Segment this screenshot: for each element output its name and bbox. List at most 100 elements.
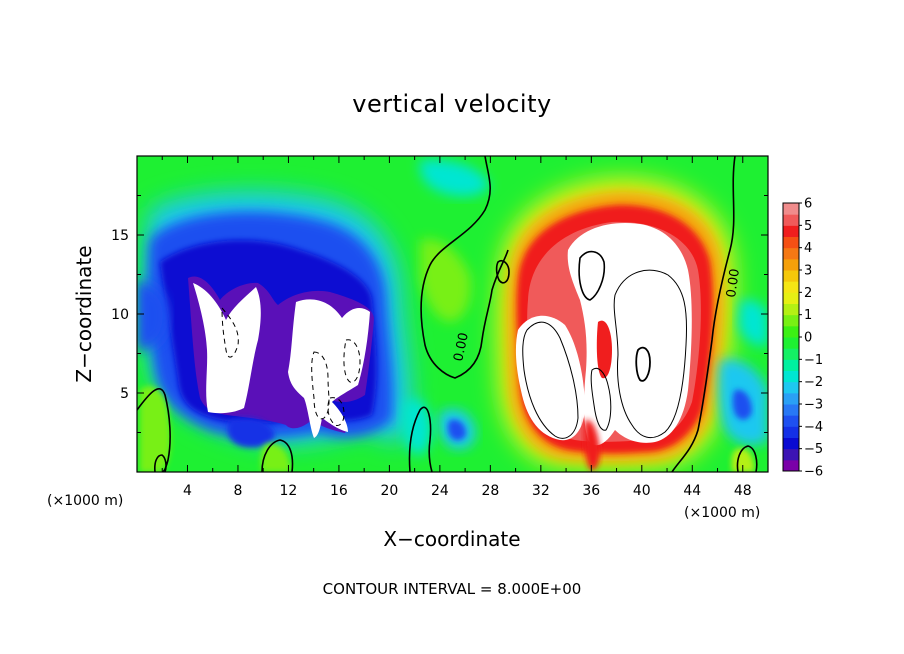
contour-label-center: 0.00 bbox=[451, 331, 472, 362]
contour-negative-dashed-2 bbox=[311, 351, 330, 420]
colorbar-label: 2 bbox=[804, 286, 812, 301]
chart-title: vertical velocity bbox=[352, 90, 551, 118]
x-unit-right: (×1000 m) bbox=[684, 505, 760, 521]
colorbar-label: 5 bbox=[804, 219, 812, 234]
colorbar-swatch bbox=[783, 247, 799, 260]
lower-left-blue-lobe bbox=[227, 418, 275, 448]
x-tick-label: 36 bbox=[582, 483, 600, 499]
colorbar-swatch bbox=[783, 337, 799, 349]
contour-positive-lower-loop bbox=[590, 367, 612, 431]
x-tick-label: 12 bbox=[280, 483, 298, 499]
colorbar-swatch bbox=[783, 348, 799, 360]
x-tick-label: 48 bbox=[734, 483, 752, 499]
x-tick-label: 40 bbox=[633, 483, 651, 499]
bottom-center-lightgreen bbox=[260, 443, 290, 472]
contour-negative-dashed-4 bbox=[327, 397, 345, 427]
x-tick-label: 4 bbox=[183, 483, 192, 499]
x-axis-title: X−coordinate bbox=[383, 527, 520, 551]
x-tick-label: 16 bbox=[330, 483, 348, 499]
contour-zero-small-oval bbox=[495, 259, 510, 284]
x-tick-label: 32 bbox=[532, 483, 550, 499]
downdraft-white-core-2 bbox=[288, 299, 370, 438]
central-features bbox=[402, 159, 490, 455]
colorbar-swatch bbox=[783, 370, 799, 383]
contour-zero-bottom-right bbox=[736, 445, 758, 472]
colorbar bbox=[782, 202, 800, 472]
x-tick-label: 20 bbox=[380, 483, 398, 499]
x-tick-label: 44 bbox=[683, 483, 701, 499]
colorbar-label: 6 bbox=[804, 197, 812, 212]
contour-zero-bottom-left bbox=[154, 454, 167, 472]
colorbar-swatch bbox=[783, 426, 799, 438]
colorbar-labels: 6 5 4 3 2 1 0 −1 −2 −3 −4 −5 −6 bbox=[799, 197, 823, 480]
right-upper-cyan bbox=[738, 299, 768, 346]
colorbar-swatch bbox=[783, 381, 799, 394]
y-axis-title: Z−coordinate bbox=[72, 245, 96, 382]
top-cyan-patch bbox=[419, 159, 490, 197]
contour-positive-upper-loop bbox=[578, 250, 606, 301]
y-axis-ticks: 5 10 15 bbox=[111, 195, 768, 433]
contour-negative-dashed-1 bbox=[221, 306, 239, 358]
contour-positive-small-oval bbox=[635, 346, 651, 382]
colorbar-label: −2 bbox=[804, 375, 823, 390]
colorbar-swatch bbox=[783, 415, 799, 427]
colorbar-swatch bbox=[783, 236, 799, 249]
updraft-white-core-main bbox=[567, 223, 692, 446]
colorbar-swatch bbox=[783, 270, 799, 282]
colorbar-label: −4 bbox=[804, 420, 823, 435]
colorbar-swatch bbox=[783, 292, 799, 304]
colorbar-swatch bbox=[783, 359, 799, 371]
colorbar-swatch bbox=[783, 392, 799, 405]
left-downdraft-region bbox=[137, 191, 412, 448]
colorbar-swatch bbox=[783, 459, 799, 472]
downdraft-white-core-1 bbox=[193, 283, 261, 414]
colorbar-swatch bbox=[783, 404, 799, 416]
contour-zero-lower-center bbox=[408, 406, 433, 472]
contour-zero-center bbox=[420, 156, 509, 379]
contour-zero-left-lobe bbox=[261, 439, 294, 472]
colorbar-label: −6 bbox=[804, 465, 823, 480]
colorbar-label: 1 bbox=[804, 308, 812, 323]
contour-interval-note: CONTOUR INTERVAL = 8.000E+00 bbox=[323, 580, 582, 598]
updraft-white-core-left bbox=[515, 315, 585, 441]
right-edge-blue bbox=[732, 389, 752, 420]
colorbar-label: −1 bbox=[804, 353, 823, 368]
colorbar-label: −3 bbox=[804, 398, 823, 413]
colorbar-swatch bbox=[783, 437, 799, 450]
updraft-red-column bbox=[596, 320, 612, 379]
center-cyan-streak bbox=[402, 398, 432, 455]
colorbar-swatch bbox=[783, 325, 799, 338]
contour-positive-main-core bbox=[613, 269, 687, 439]
y-tick-label: 5 bbox=[120, 386, 129, 402]
colorbar-label: −5 bbox=[804, 442, 823, 457]
colorbar-swatch bbox=[783, 258, 799, 271]
contour-positive-left-core bbox=[522, 321, 579, 439]
colorbar-label: 3 bbox=[804, 264, 812, 279]
left-edge-blue bbox=[137, 280, 169, 350]
y-tick-label: 15 bbox=[111, 228, 129, 244]
contour-negative-dashed-3 bbox=[343, 339, 361, 383]
bottom-left-lightgreen bbox=[140, 386, 171, 472]
colorbar-swatch bbox=[783, 225, 799, 237]
contour-label-right: 0.00 bbox=[724, 268, 743, 299]
heatmap-field: 0.00 0.00 bbox=[137, 156, 768, 472]
colorbar-swatch bbox=[783, 448, 799, 461]
colorbar-swatch bbox=[783, 314, 799, 327]
contour-zero-right bbox=[671, 156, 736, 472]
center-blue-patch bbox=[447, 419, 466, 441]
updraft-red-stem bbox=[584, 419, 600, 471]
x-unit-left: (×1000 m) bbox=[47, 493, 123, 509]
colorbar-swatch bbox=[783, 214, 799, 226]
colorbar-swatch bbox=[783, 203, 799, 215]
x-axis-ticks: 4 8 12 16 20 24 28 32 36 40 44 48 bbox=[161, 156, 752, 499]
y-tick-label: 10 bbox=[111, 307, 129, 323]
contour-lines bbox=[137, 156, 758, 472]
colorbar-label: 4 bbox=[804, 241, 812, 256]
x-tick-label: 24 bbox=[431, 483, 449, 499]
colorbar-label: 0 bbox=[804, 331, 812, 346]
x-tick-label: 28 bbox=[481, 483, 499, 499]
x-tick-label: 8 bbox=[233, 483, 242, 499]
colorbar-swatch bbox=[783, 303, 799, 316]
colorbar-swatch bbox=[783, 281, 799, 293]
